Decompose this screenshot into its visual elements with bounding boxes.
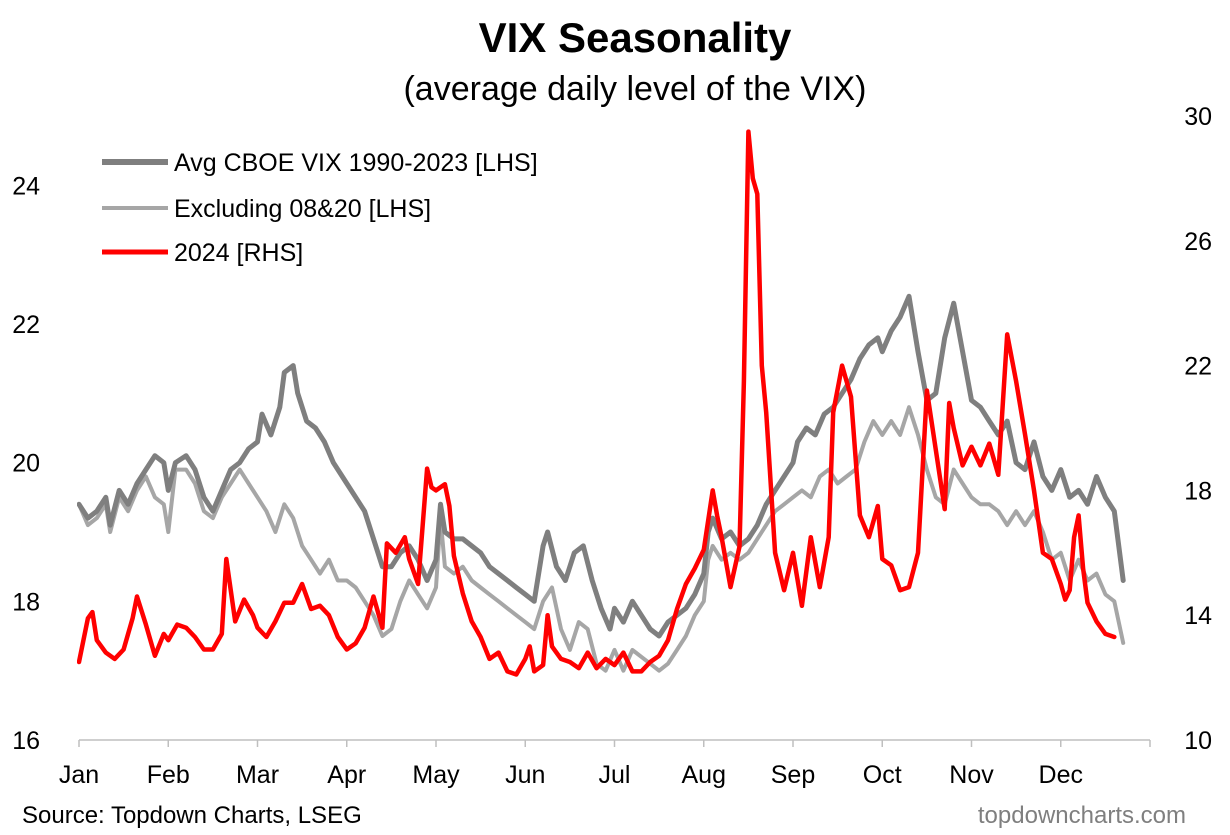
y-right-tick-label: 10 — [1184, 727, 1212, 755]
y-right-tick-label: 14 — [1184, 602, 1212, 630]
y-left-tick-label: 18 — [12, 588, 40, 616]
x-tick-label: Mar — [236, 761, 279, 789]
x-tick-label: Sep — [771, 761, 815, 789]
x-tick-label: Nov — [949, 761, 994, 789]
x-tick-label: Jan — [59, 761, 99, 789]
x-tick-label: Jul — [599, 761, 631, 789]
series-2024-line — [77, 129, 1117, 677]
x-tick-label: Oct — [863, 761, 902, 789]
series-excl-line — [77, 405, 1126, 673]
brand-url: topdowncharts.com — [978, 802, 1186, 829]
x-tick-label: Feb — [147, 761, 190, 789]
y-right-tick-label: 22 — [1184, 353, 1212, 381]
legend-item-avg: Avg CBOE VIX 1990-2023 [LHS] — [102, 149, 538, 177]
legend-item-2024: 2024 [RHS] — [102, 239, 303, 267]
series-layer — [77, 129, 1126, 677]
legend-label-excl: Excluding 08&20 [LHS] — [174, 195, 431, 223]
series-avg-line — [77, 293, 1126, 639]
legend-label-avg: Avg CBOE VIX 1990-2023 [LHS] — [174, 149, 538, 177]
y-left-tick-label: 22 — [12, 311, 40, 339]
legend-item-excl: Excluding 08&20 [LHS] — [102, 195, 431, 223]
y-left-tick-label: 24 — [12, 172, 40, 200]
x-tick-label: Dec — [1039, 761, 1083, 789]
x-tick-label: Apr — [327, 761, 366, 789]
axes-group: Jan Feb Mar Apr May Jun Jul Aug Sep Oct Nov Dec 16 18… — [12, 103, 1212, 789]
y-right-tick-label: 26 — [1184, 228, 1212, 256]
chart-subtitle: (average daily level of the VIX) — [403, 70, 866, 108]
source-note: Source: Topdown Charts, LSEG — [22, 802, 362, 829]
y-right-tick-label: 30 — [1184, 103, 1212, 131]
y-right-tick-label: 18 — [1184, 477, 1212, 505]
legend-label-2024: 2024 [RHS] — [174, 239, 303, 267]
legend: Avg CBOE VIX 1990-2023 [LHS] Excluding 0… — [102, 149, 538, 267]
y-left-tick-label: 20 — [12, 450, 40, 478]
chart-title: VIX Seasonality — [479, 14, 792, 61]
x-tick-label: Aug — [682, 761, 726, 789]
x-tick-label: May — [412, 761, 460, 789]
x-tick-label: Jun — [505, 761, 545, 789]
y-left-tick-label: 16 — [12, 727, 40, 755]
